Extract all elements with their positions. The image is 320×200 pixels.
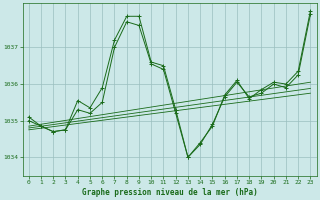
X-axis label: Graphe pression niveau de la mer (hPa): Graphe pression niveau de la mer (hPa)	[82, 188, 258, 197]
